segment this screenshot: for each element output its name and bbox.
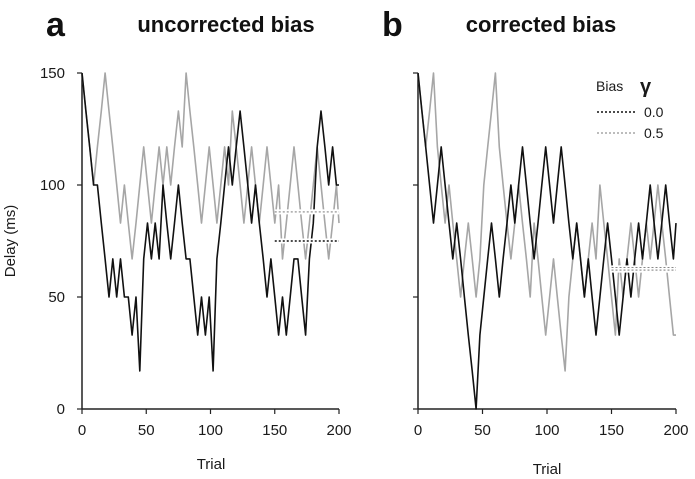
panel-b-plot-area (417, 72, 677, 410)
panel-a-series-gamma0-line (81, 72, 339, 372)
panel-a-plot-area (81, 72, 340, 372)
panel-b-series-gamma0-line (417, 72, 677, 410)
panel-a-y-axis-label: Delay (ms) (2, 205, 19, 278)
panel-a-y-tick-label: 150 (40, 65, 65, 82)
panel-a-x-tick-label: 100 (198, 422, 223, 439)
panel-b-x-axis-label: Trial (533, 461, 562, 478)
panel-b: b corrected bias Trial 0 50 100 150 200 (382, 6, 689, 478)
panel-b-letter: b (382, 6, 403, 44)
panel-b-x-tick-label: 0 (414, 422, 422, 439)
panel-b-axes: 0 50 100 150 200 (413, 72, 689, 439)
panel-a-x-tick-label: 0 (78, 422, 86, 439)
panel-a-x-tick-label: 200 (326, 422, 351, 439)
legend: Bias γ 0.00.5 (596, 76, 664, 141)
panel-a: a uncorrected bias Delay (ms) Trial 0 50 1… (2, 6, 352, 473)
panel-a-letter: a (46, 6, 66, 44)
panel-b-x-tick-label: 200 (663, 422, 688, 439)
legend-entries: 0.00.5 (597, 104, 664, 141)
panel-a-y-tick-label: 0 (57, 401, 65, 418)
legend-label-gamma0: 0.0 (644, 104, 664, 120)
panel-a-y-tick-label: 50 (48, 289, 65, 306)
panel-a-y-tick-label: 100 (40, 177, 65, 194)
panel-a-series-gamma05-line (81, 72, 340, 260)
panel-b-x-tick-label: 150 (599, 422, 624, 439)
panel-b-series-gamma05-line (417, 72, 676, 372)
panel-b-x-tick-label: 100 (534, 422, 559, 439)
panel-a-x-tick-label: 150 (262, 422, 287, 439)
legend-gamma-symbol: γ (640, 76, 652, 98)
panel-b-x-tick-label: 50 (474, 422, 491, 439)
panel-a-x-tick-label: 50 (138, 422, 155, 439)
panel-a-x-axis-label: Trial (197, 456, 226, 473)
panel-b-title: corrected bias (466, 12, 616, 37)
legend-label-gamma05: 0.5 (644, 125, 664, 141)
panel-a-axes: 0 50 100 150 200 0 50 100 150 (40, 65, 352, 439)
panel-a-title: uncorrected bias (137, 12, 314, 37)
legend-title: Bias (596, 78, 623, 94)
